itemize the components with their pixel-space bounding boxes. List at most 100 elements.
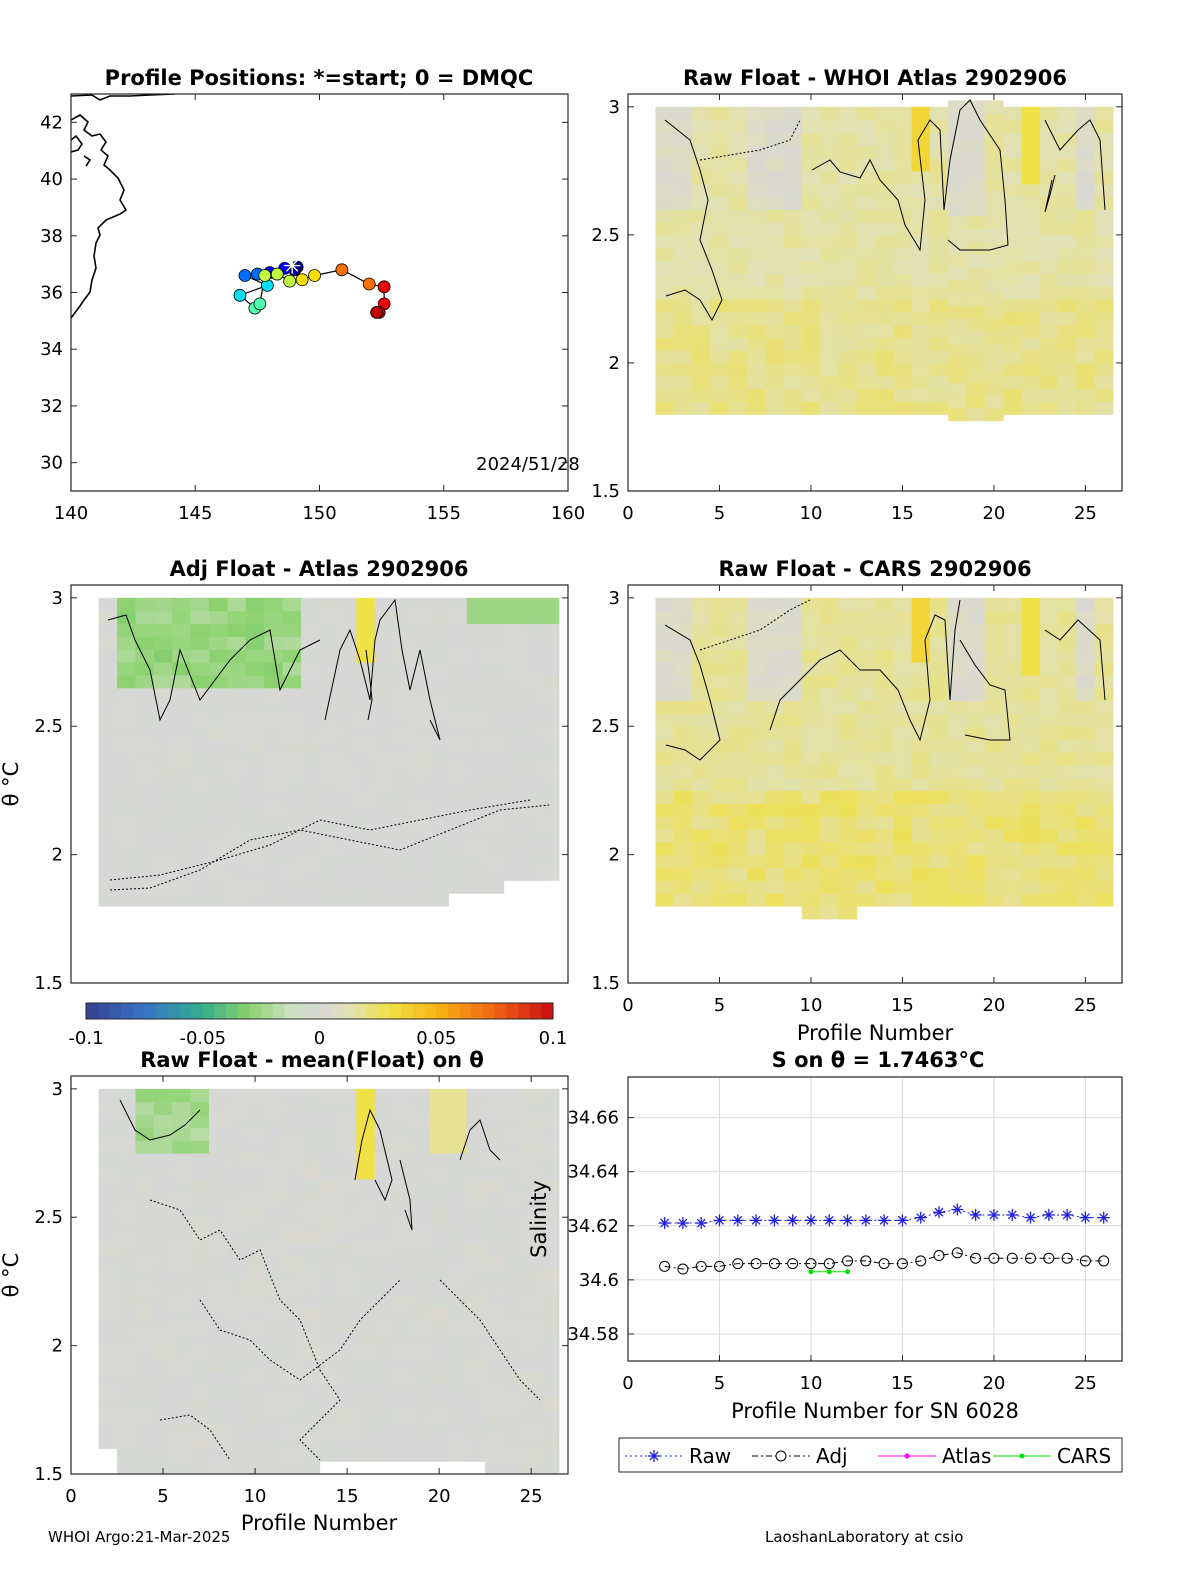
heat-cell: [1003, 260, 1022, 274]
heat-cell: [540, 1371, 560, 1385]
heat-cell: [710, 713, 730, 727]
heat-cell: [801, 803, 821, 817]
heat-cell: [227, 636, 247, 650]
heat-cell: [728, 610, 748, 625]
heat-cell: [485, 1422, 505, 1437]
heat-cell: [540, 1345, 560, 1360]
heat-cell: [948, 841, 968, 856]
heat-cell: [319, 1255, 339, 1270]
heat-cell: [728, 841, 748, 856]
heat-cell: [1057, 362, 1077, 377]
legend-raw-marker: [648, 1450, 660, 1462]
heat-cell: [282, 674, 302, 689]
heat-cell: [172, 790, 192, 804]
heat-cell: [227, 816, 247, 830]
heat-cell: [411, 1242, 431, 1257]
heat-cell: [820, 867, 840, 881]
heat-cell: [227, 1114, 247, 1128]
heat-cell: [856, 388, 876, 402]
heat-cell: [429, 867, 449, 881]
heat-cell: [393, 1088, 413, 1103]
heat-cell: [820, 803, 840, 817]
heat-cell: [264, 1204, 284, 1218]
contour-line: [159, 1414, 231, 1461]
heat-cell: [875, 739, 894, 753]
heat-cell: [429, 1319, 449, 1334]
heat-cell: [98, 674, 118, 689]
x-tick-label: 15: [891, 1373, 914, 1394]
heat-cell: [337, 1088, 357, 1103]
heat-cell: [783, 597, 803, 612]
heat-cell: [1076, 247, 1096, 262]
heat-cell: [655, 597, 675, 612]
heat-cell: [1021, 209, 1041, 223]
heat-cell: [135, 1255, 155, 1270]
heat-cell: [117, 674, 137, 689]
heat-cell: [429, 1332, 449, 1347]
heat-cell: [655, 145, 675, 159]
heat-cell: [1003, 854, 1022, 869]
heat-cell: [485, 880, 505, 894]
heat-cell: [820, 298, 840, 313]
heat-cell: [503, 816, 523, 830]
heat-cell: [856, 286, 876, 300]
heat-cell: [503, 1088, 523, 1103]
heat-cell: [929, 158, 949, 172]
heat-cell: [411, 1358, 431, 1372]
heat-cell: [820, 662, 840, 676]
heat-cell: [692, 636, 711, 650]
heat-cell: [209, 1165, 229, 1180]
heat-cell: [948, 100, 968, 114]
heat-cell: [746, 132, 766, 146]
heat-cell: [245, 1422, 265, 1437]
heat-cell: [485, 854, 505, 869]
heat-cell: [172, 854, 192, 869]
heat-cell: [692, 260, 711, 274]
colorbar-tick-label: -0.05: [179, 1028, 226, 1049]
heat-cell: [319, 1191, 339, 1205]
salinity-panel: S on θ = 1.7463°C 0 5 10 15 20 2534.5834.634.…: [527, 1048, 1123, 1423]
raw-mean-panel: Raw Float - mean(Float) on θ 0 5 10 15 20 251…: [0, 1048, 569, 1535]
raw-point-stroke: [1080, 1213, 1090, 1223]
heat-cell: [117, 1268, 137, 1283]
heat-cell: [673, 777, 693, 792]
heat-cell: [227, 777, 247, 792]
heat-cell: [466, 1358, 486, 1372]
heat-cell: [948, 867, 968, 881]
heat-cell: [245, 687, 265, 702]
heat-cell: [172, 623, 192, 637]
heat-cell: [875, 273, 894, 287]
heat-cell: [893, 803, 913, 817]
heat-cell: [765, 286, 785, 300]
heat-cell: [692, 790, 711, 804]
heat-cell: [875, 867, 894, 881]
heat-cell: [893, 764, 913, 779]
x-tick-label: 25: [1074, 503, 1097, 524]
contour-line: [459, 1119, 501, 1161]
heat-cell: [356, 1396, 376, 1411]
heat-cell: [301, 610, 321, 625]
heat-cell: [1039, 841, 1059, 856]
heat-cell: [893, 401, 913, 415]
heat-cell: [374, 1396, 394, 1411]
heat-cell: [1003, 298, 1022, 313]
track-point: [253, 297, 267, 311]
heat-cell: [393, 1268, 413, 1283]
heat-cell: [765, 222, 785, 236]
heat-cell: [783, 298, 803, 313]
heat-cell: [485, 610, 505, 625]
heat-cell: [521, 1153, 541, 1167]
heat-cell: [540, 1384, 560, 1398]
heat-cell: [1039, 209, 1059, 223]
map-date-label: 2024/51/28: [476, 454, 580, 475]
heat-cell: [282, 1165, 302, 1180]
heat-cell: [356, 1281, 376, 1295]
heat-cell: [929, 828, 949, 843]
heat-cell: [209, 893, 229, 907]
colorbar-cell: [541, 1003, 554, 1019]
heat-cell: [98, 1165, 118, 1180]
heat-cell: [301, 1448, 321, 1462]
heat-cell: [429, 700, 449, 714]
heat-cell: [1021, 106, 1041, 121]
heat-cell: [503, 1448, 523, 1462]
